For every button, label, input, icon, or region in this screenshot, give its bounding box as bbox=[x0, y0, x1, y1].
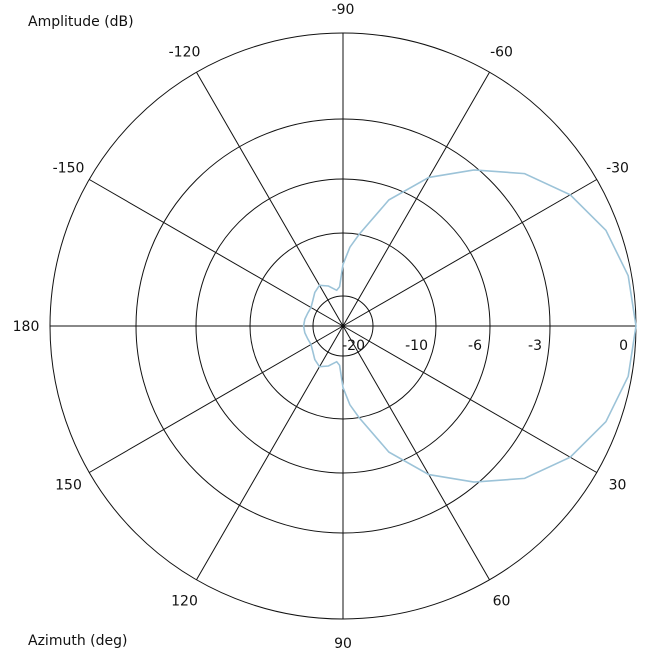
angular-tick-label: -90 bbox=[332, 2, 355, 18]
grid-spoke bbox=[342, 179, 597, 327]
radial-tick-label: 0 bbox=[619, 338, 628, 354]
angular-tick-label: 150 bbox=[55, 478, 82, 494]
angular-tick-label: -30 bbox=[606, 161, 629, 177]
angular-tick-label: 60 bbox=[493, 594, 511, 610]
grid-spoke bbox=[196, 325, 344, 580]
angular-tick-label: 120 bbox=[171, 594, 198, 610]
angular-grid bbox=[50, 33, 636, 619]
angular-tick-label: 180 bbox=[13, 319, 40, 335]
angular-tick-label: 90 bbox=[334, 636, 352, 652]
series-layer bbox=[302, 169, 637, 483]
grid-spoke bbox=[342, 325, 597, 473]
angular-tick-label: -60 bbox=[490, 45, 513, 61]
grid-spoke bbox=[342, 72, 490, 327]
angular-tick-label: -120 bbox=[169, 45, 201, 61]
radial-tick-label: -10 bbox=[405, 338, 428, 354]
grid-spoke bbox=[89, 325, 344, 473]
radial-tick-label: -6 bbox=[468, 338, 482, 354]
grid-spoke bbox=[342, 325, 490, 580]
radial-tick-label: -3 bbox=[528, 338, 542, 354]
angular-axis-title: Azimuth (deg) bbox=[28, 633, 127, 649]
radial-tick-labels: -20 -10 -6 -3 0 bbox=[342, 338, 628, 354]
angular-tick-labels: -90 -60 -30 0 30 60 90 120 150 180 -150 -120 bbox=[13, 2, 629, 652]
angular-tick-label: -150 bbox=[53, 161, 85, 177]
grid-spoke bbox=[89, 179, 344, 327]
radial-tick-label: -20 bbox=[342, 338, 365, 354]
series-line bbox=[302, 169, 637, 483]
grid-spoke bbox=[196, 72, 344, 327]
angular-tick-label: 30 bbox=[609, 478, 627, 494]
radial-axis-title: Amplitude (dB) bbox=[28, 14, 134, 30]
